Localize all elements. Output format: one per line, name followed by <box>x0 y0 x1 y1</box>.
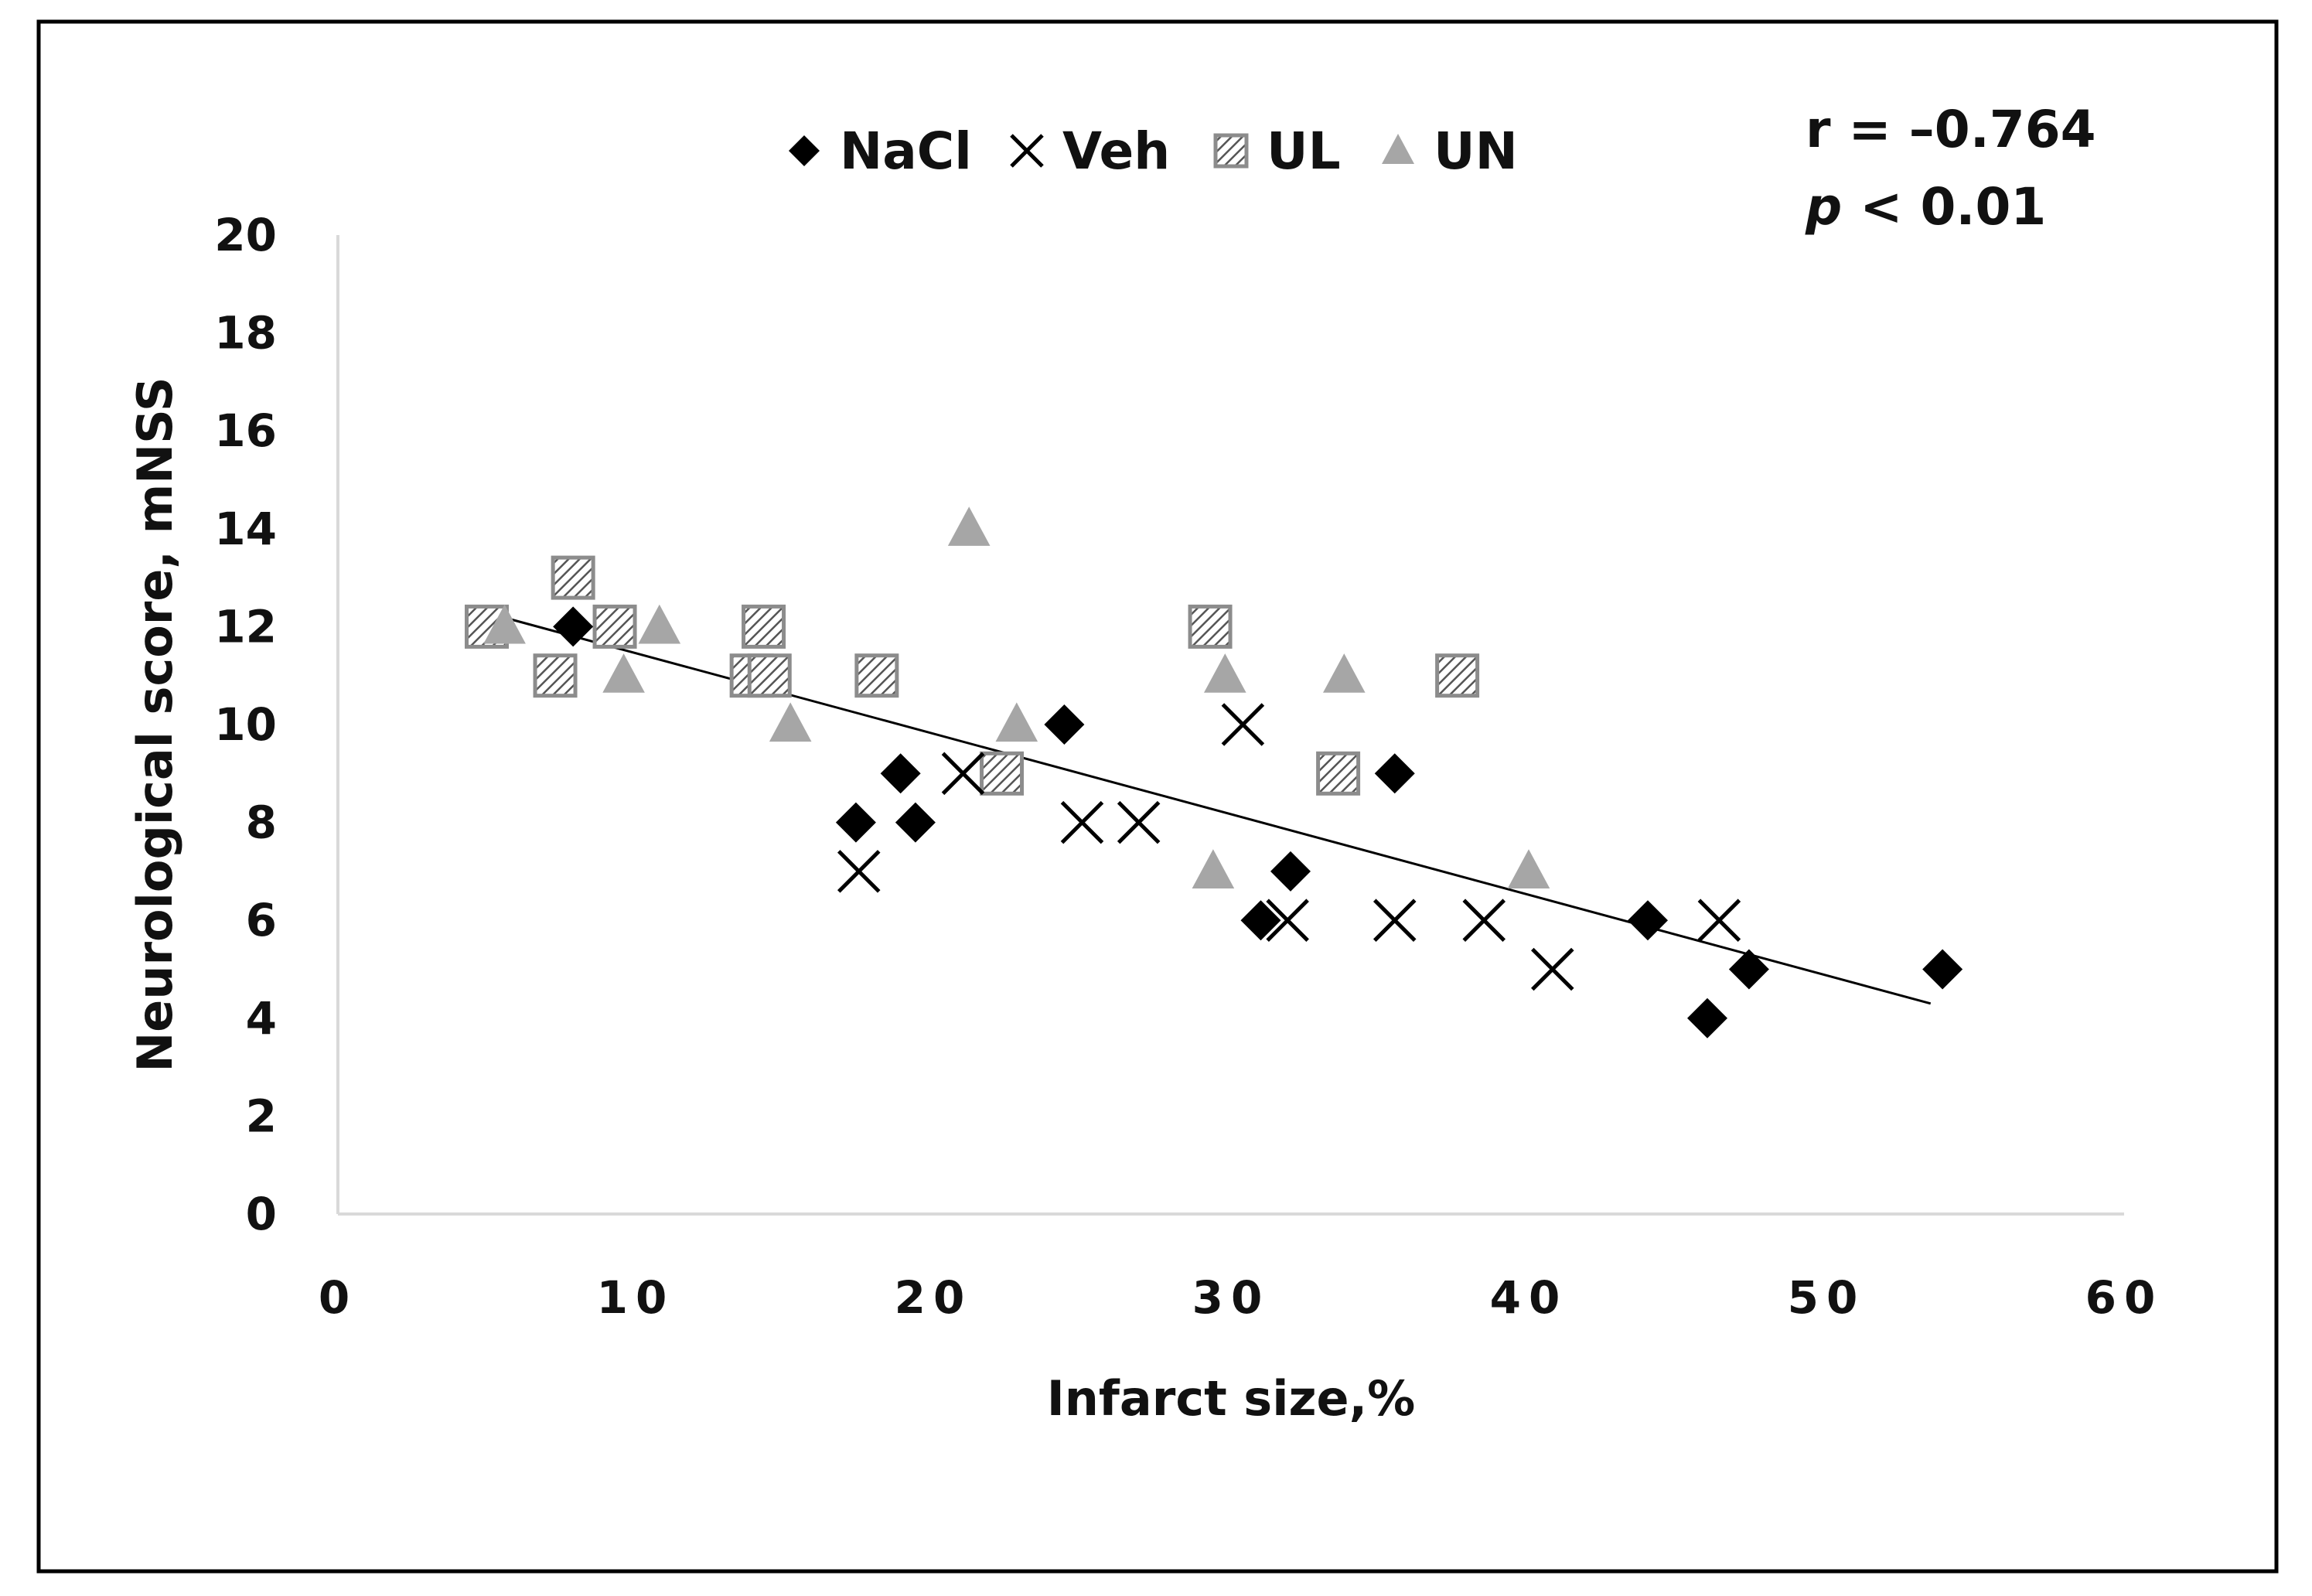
legend-marker-un <box>1382 134 1414 164</box>
point-veh <box>1373 899 1417 942</box>
point-nacl <box>553 606 594 647</box>
y-tick-label: 10 <box>214 698 277 751</box>
y-tick-label: 2 <box>246 1090 277 1142</box>
y-tick-label: 12 <box>214 600 277 653</box>
point-veh <box>1221 703 1265 746</box>
point-nacl <box>880 753 921 794</box>
point-ul <box>592 604 637 649</box>
legend-item-nacl: NaCl <box>789 121 972 181</box>
y-tick-label: 0 <box>246 1188 277 1240</box>
correlation-text: r = –0.764 <box>1806 100 2096 159</box>
point-nacl <box>835 802 876 843</box>
p-value-text: p < 0.01 <box>1805 177 2046 237</box>
point-un <box>1323 653 1366 693</box>
p-value-rest: < 0.01 <box>1842 177 2046 237</box>
point-nacl <box>1270 851 1311 892</box>
point-ul <box>742 604 786 649</box>
data-points <box>465 506 1963 1038</box>
stats-annotation: r = –0.764 p < 0.01 <box>1805 100 2096 237</box>
point-nacl <box>1240 900 1281 941</box>
x-tick-label: 40 <box>1490 1271 1568 1324</box>
point-nacl <box>1922 949 1963 990</box>
point-ul <box>1435 653 1480 698</box>
x-axis-title: Infarct size,% <box>1047 1370 1416 1427</box>
point-ul <box>980 751 1025 796</box>
legend-item-un: UN <box>1382 121 1518 181</box>
chart-frame <box>36 19 2279 1574</box>
legend-item-veh: Veh <box>1010 121 1170 181</box>
point-veh <box>1462 899 1506 942</box>
y-tick-label: 18 <box>214 307 277 360</box>
point-ul <box>854 653 899 698</box>
legend-marker-ul <box>1213 133 1249 169</box>
point-ul <box>551 555 595 600</box>
y-tick-labels: 0 2 4 6 8 10 12 14 16 18 20 <box>214 209 277 1240</box>
y-axis-title: Neurological score, mNSS <box>127 377 183 1072</box>
point-un <box>483 604 526 644</box>
y-tick-label: 6 <box>246 894 277 946</box>
y-tick-label: 8 <box>246 796 277 849</box>
legend-label-un: UN <box>1434 121 1518 181</box>
point-ul <box>533 653 578 698</box>
point-un <box>995 702 1038 742</box>
point-nacl <box>1687 998 1727 1038</box>
x-tick-label: 60 <box>2085 1271 2164 1324</box>
point-veh <box>837 850 881 893</box>
point-un <box>1192 849 1235 888</box>
p-value-symbol: p <box>1805 177 1842 237</box>
point-veh <box>1266 899 1309 942</box>
point-un <box>1204 653 1246 693</box>
legend-marker-nacl <box>789 135 820 166</box>
legend: NaCl Veh UL UN <box>789 121 1518 181</box>
point-nacl <box>1728 949 1769 990</box>
point-un <box>602 653 645 693</box>
point-ul <box>1188 604 1233 649</box>
x-tick-label: 10 <box>597 1271 675 1324</box>
y-tick-label: 16 <box>214 404 277 457</box>
point-veh <box>1060 800 1104 844</box>
y-tick-label: 14 <box>214 503 277 555</box>
y-tick-label: 4 <box>246 992 277 1045</box>
point-nacl <box>1044 704 1085 745</box>
point-ul <box>747 653 792 698</box>
x-tick-labels: 0 10 20 30 40 50 60 <box>319 1271 2164 1324</box>
legend-label-ul: UL <box>1267 121 1341 181</box>
x-tick-label: 50 <box>1788 1271 1866 1324</box>
legend-label-nacl: NaCl <box>840 121 972 181</box>
legend-label-veh: Veh <box>1062 121 1170 181</box>
point-un <box>638 604 681 644</box>
x-tick-label: 30 <box>1192 1271 1270 1324</box>
y-tick-label: 20 <box>214 209 277 261</box>
point-un <box>1507 849 1550 888</box>
point-un <box>947 506 991 546</box>
point-veh <box>1531 947 1574 991</box>
point-nacl <box>895 802 936 843</box>
point-nacl <box>1374 753 1415 794</box>
point-veh <box>1117 800 1161 844</box>
legend-item-ul: UL <box>1213 121 1341 181</box>
legend-marker-veh <box>1010 134 1044 168</box>
point-veh <box>941 752 985 796</box>
x-tick-label: 0 <box>319 1271 357 1324</box>
point-ul <box>1316 751 1361 796</box>
point-un <box>769 702 812 742</box>
point-nacl <box>1628 900 1668 941</box>
x-tick-label: 20 <box>895 1271 973 1324</box>
point-veh <box>1697 899 1741 942</box>
